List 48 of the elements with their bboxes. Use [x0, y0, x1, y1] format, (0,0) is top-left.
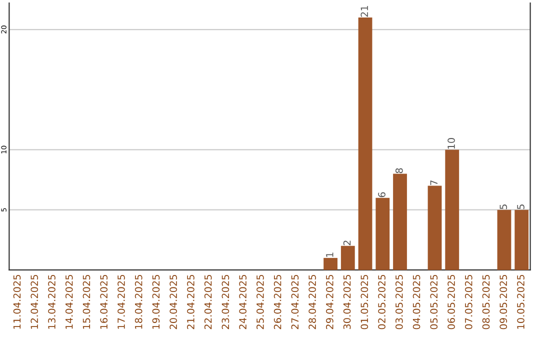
- x-tick-label: 05.05.2025: [430, 274, 438, 330]
- x-tick-label: 01.05.2025: [360, 274, 368, 330]
- x-tick-label: 04.05.2025: [412, 274, 420, 330]
- x-tick-label: 16.04.2025: [100, 274, 108, 329]
- data-label: 21: [360, 6, 368, 17]
- x-tick-label: 14.04.2025: [65, 274, 73, 329]
- x-tick-label: 30.04.2025: [343, 274, 351, 330]
- x-tick-label: 20.04.2025: [170, 274, 178, 330]
- data-label: 7: [430, 180, 438, 186]
- x-tick-label: 10.05.2025: [517, 274, 524, 329]
- x-tick-label: 11.04.2025: [13, 274, 21, 329]
- data-label: 6: [378, 192, 386, 198]
- x-tick-label: 21.04.2025: [187, 274, 194, 330]
- bar: [393, 174, 407, 270]
- data-label: 5: [517, 204, 524, 210]
- x-tick-label: 13.04.2025: [48, 274, 56, 329]
- x-tick-label: 25.04.2025: [256, 274, 264, 330]
- x-tick-label: 24.04.2025: [239, 274, 246, 330]
- data-label: 8: [395, 168, 403, 174]
- bar: [324, 258, 338, 270]
- x-tick-label: 08.05.2025: [482, 274, 490, 330]
- x-tick-label: 07.05.2025: [464, 274, 472, 330]
- bar: [340, 246, 355, 270]
- x-tick-label: 06.05.2025: [448, 274, 455, 330]
- x-tick-label: 12.04.2025: [30, 274, 38, 329]
- x-tick-label: 26.04.2025: [274, 274, 282, 330]
- x-tick-label: 23.04.2025: [222, 274, 230, 330]
- x-tick-label: 28.04.2025: [308, 274, 316, 330]
- x-tick-label: 29.04.2025: [326, 274, 334, 330]
- data-label: 2: [343, 240, 351, 246]
- bar: [497, 210, 512, 270]
- x-tick-label: 03.05.2025: [395, 274, 403, 330]
- x-tick-label: 17.04.2025: [118, 274, 125, 329]
- bar: [514, 210, 529, 270]
- data-label: 10: [448, 138, 455, 149]
- data-label: 5: [500, 204, 508, 210]
- x-tick-label: 18.04.2025: [134, 274, 142, 329]
- bar: [445, 150, 460, 270]
- bar: [358, 17, 372, 270]
- bar: [428, 186, 442, 270]
- x-tick-label: 19.04.2025: [152, 274, 160, 329]
- data-label: 1: [326, 252, 334, 257]
- x-tick-label: 27.04.2025: [291, 274, 299, 330]
- bar: [376, 198, 390, 270]
- x-tick-label: 22.04.2025: [204, 274, 212, 330]
- x-tick-label: 09.05.2025: [500, 274, 508, 330]
- x-tick-label: 15.04.2025: [82, 274, 90, 329]
- x-tick-label: 02.05.2025: [378, 274, 386, 330]
